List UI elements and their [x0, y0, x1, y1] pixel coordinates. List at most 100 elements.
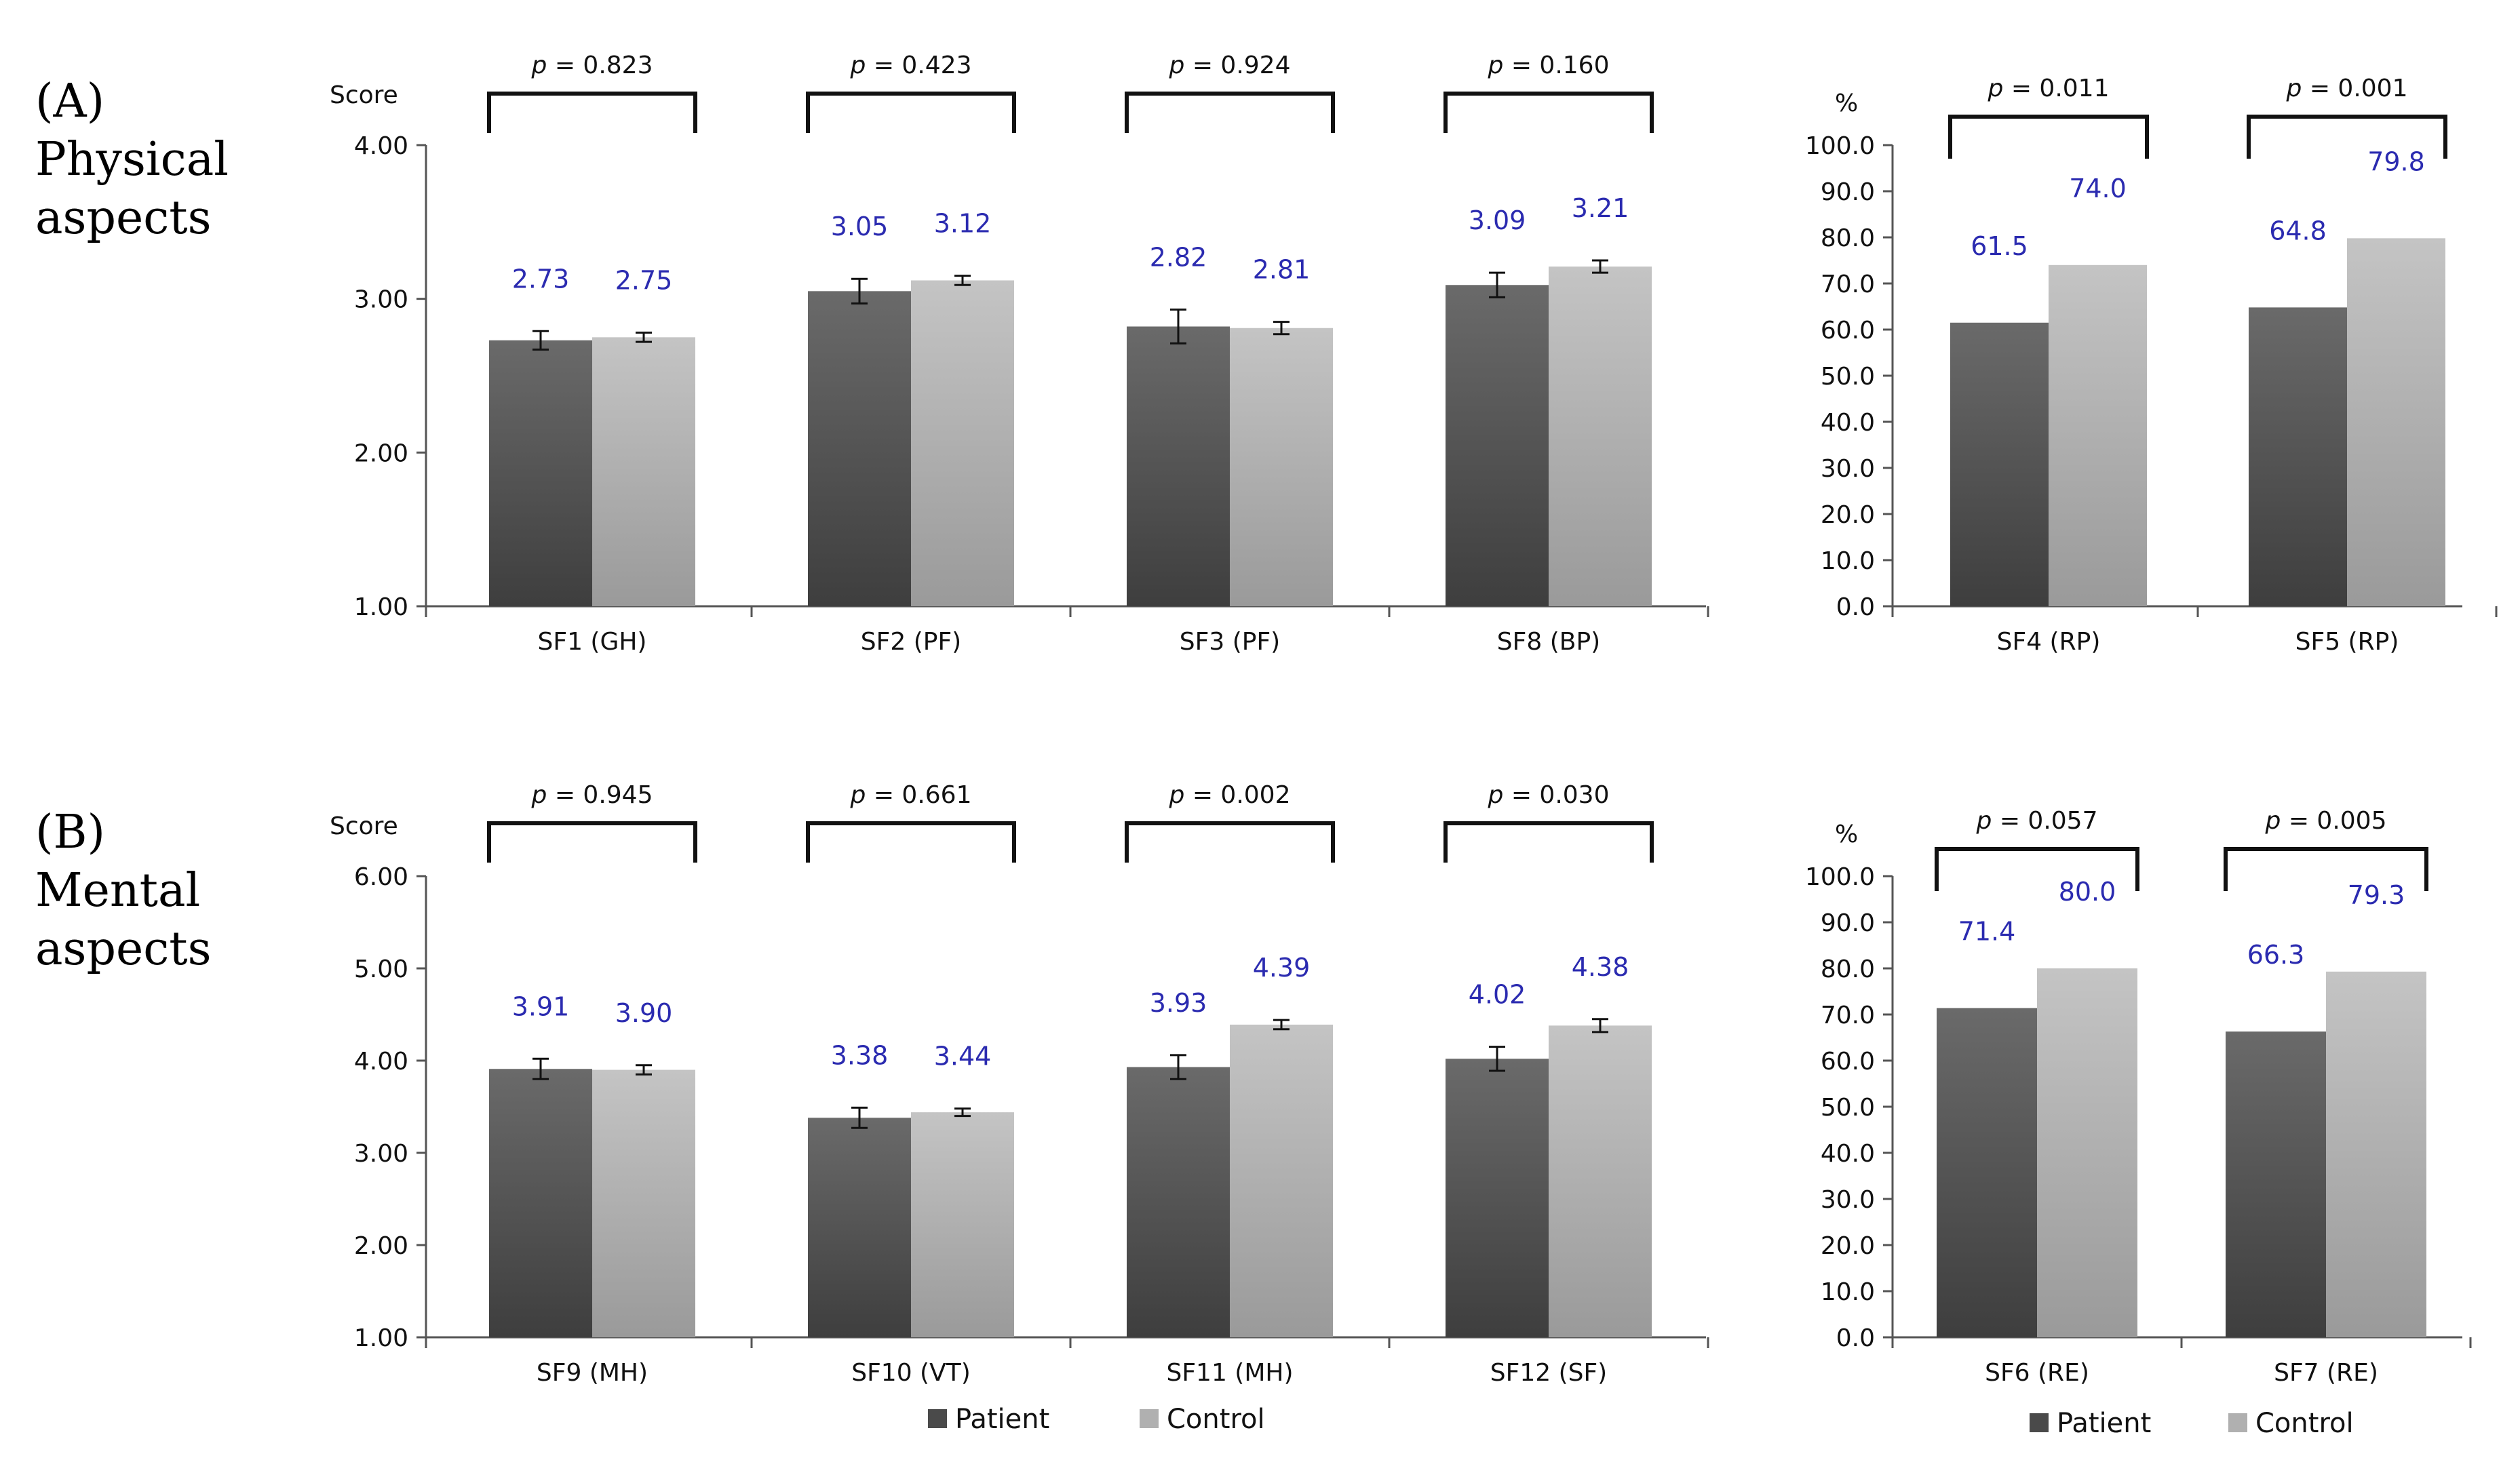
chart-b-pct-bar-control: [2326, 971, 2426, 1337]
chart-a-score-pvalue: p = 0.423: [850, 52, 972, 79]
chart-b-pct-category-label: SF6 (RE): [1985, 1359, 2089, 1387]
chart-a-score-pvalue-value: = 0.160: [1511, 52, 1610, 79]
chart-a-pct-ytick-label: 60.0: [1821, 317, 1875, 344]
chart-a-score-significance-bracket: [1443, 92, 1654, 133]
chart-b-pct-category-label: SF7 (RE): [2274, 1359, 2378, 1387]
chart-a-score-pvalue: p = 0.823: [531, 52, 653, 79]
chart-a-pct-category-label: SF4 (RP): [1997, 628, 2101, 656]
chart-b-score-data-label-patient: 3.38: [831, 1040, 889, 1070]
chart-a-score-significance-bracket: [806, 92, 1016, 133]
chart-a-pct-ytick-label: 70.0: [1821, 271, 1875, 298]
chart-a-score-data-label-patient: 2.73: [512, 264, 570, 294]
chart-a-score-significance-bracket: [487, 92, 697, 133]
chart-a-score-pvalue-value: = 0.924: [1193, 52, 1291, 79]
chart-a-pct-pvalue-value: = 0.001: [2310, 75, 2408, 102]
legend-left: Patient Control: [928, 1404, 1265, 1435]
chart-a-pct-data-label-patient: 64.8: [2269, 216, 2327, 245]
chart-a-pct-pvalue: p = 0.001: [2286, 75, 2408, 102]
chart-a-score-ytick-label: 4.00: [354, 132, 408, 160]
chart-a-score-ytick-label: 3.00: [354, 286, 408, 314]
chart-a-score-bar-patient: [808, 291, 911, 606]
chart-b-score-pvalue-value: = 0.002: [1193, 781, 1291, 809]
chart-a-pct-ytick-label: 10.0: [1821, 547, 1875, 575]
chart-a-score-data-label-control: 2.81: [1253, 255, 1311, 285]
legend-left-patient-label: Patient: [955, 1404, 1049, 1435]
chart-b-pct-ytick-label: 20.0: [1821, 1232, 1875, 1260]
chart-b-score-pvalue-symbol: p: [1488, 781, 1511, 809]
chart-a-score-pvalue-symbol: p: [1488, 52, 1511, 79]
charts-layer: Score 1.00 2.00 3.00 4.00 SF1 (GH) 2.73 2.75 p =…: [330, 52, 2498, 1387]
chart-a-pct-ytick-label: 30.0: [1821, 455, 1875, 483]
chart-b-pct-ytick-label: 90.0: [1821, 909, 1875, 937]
panel-a-letter: (A): [35, 75, 104, 128]
chart-b-score-bar-patient: [1127, 1067, 1230, 1337]
chart-a-pct-pvalue-symbol: p: [2286, 75, 2310, 102]
chart-b-score-pvalue-symbol: p: [1169, 781, 1193, 809]
chart-a-pct-ytick-label: 0.0: [1836, 593, 1875, 621]
chart-a-score-category-label: SF1 (GH): [538, 628, 647, 656]
panel-b-line1: Mental: [35, 864, 200, 918]
chart-b-score-data-label-control: 3.44: [934, 1042, 992, 1071]
chart-b-score-data-label-control: 4.39: [1253, 953, 1311, 983]
chart-b-pct-ytick-label: 40.0: [1821, 1140, 1875, 1168]
chart-b-score-bar-patient: [489, 1069, 592, 1337]
panel-b-letter: (B): [35, 806, 105, 859]
chart-b-pct-bar-patient: [1937, 1008, 2037, 1337]
legend-right-patient-swatch: [2030, 1413, 2049, 1432]
chart-a-score-data-label-control: 2.75: [615, 266, 673, 296]
chart-b-score-category-label: SF11 (MH): [1166, 1359, 1293, 1387]
chart-b-pct-significance-bracket: [1935, 847, 2139, 891]
chart-b-pct-pvalue-value: = 0.057: [2000, 807, 2098, 835]
chart-b-score-ytick-label: 1.00: [354, 1324, 408, 1352]
chart-a-score-bar-control: [592, 337, 695, 606]
chart-b-score-significance-bracket: [806, 821, 1016, 863]
chart-b-score-pvalue: p = 0.030: [1488, 781, 1610, 809]
chart-a-pct-significance-bracket: [1948, 115, 2149, 159]
chart-b-score-category-label: SF9 (MH): [537, 1359, 648, 1387]
chart-b-pct-data-label-control: 79.3: [2348, 880, 2405, 910]
chart-b-pct-ytick-label: 70.0: [1821, 1002, 1875, 1029]
chart-b-score-pvalue: p = 0.661: [850, 781, 972, 809]
chart-a-score-bar-control: [911, 280, 1014, 606]
chart-a-score-pvalue-symbol: p: [1169, 52, 1193, 79]
chart-b-score-data-label-control: 4.38: [1572, 952, 1629, 982]
chart-a-score-pvalue-value: = 0.823: [555, 52, 653, 79]
chart-b-pct-ytick-label: 0.0: [1836, 1324, 1875, 1352]
chart-b-score-pvalue-symbol: p: [850, 781, 874, 809]
chart-a-pct-ytick-label: 50.0: [1821, 363, 1875, 391]
chart-b-score-significance-bracket: [487, 821, 697, 863]
chart-a-pct-ytick-label: 100.0: [1805, 132, 1875, 160]
chart-b-score-bar-patient: [1446, 1059, 1549, 1337]
chart-a-pct-bar-patient: [2249, 307, 2347, 606]
chart-b-score-data-label-control: 3.90: [615, 998, 673, 1028]
chart-b-score-ytick-label: 4.00: [354, 1048, 408, 1076]
chart-b-score-ytick-label: 6.00: [354, 863, 408, 891]
chart-a-score-bar-control: [1230, 328, 1333, 606]
chart-b-pct-ylabel: %: [1835, 821, 1858, 848]
chart-b-pct-ytick-label: 10.0: [1821, 1278, 1875, 1306]
chart-b-score-data-label-patient: 3.91: [512, 991, 570, 1021]
chart-a-score-pvalue-symbol: p: [850, 52, 874, 79]
legend-left-control-swatch: [1140, 1409, 1159, 1428]
chart-a-score-data-label-patient: 3.09: [1469, 205, 1526, 235]
chart-a-score-bar-control: [1549, 267, 1652, 606]
chart-a-pct-bar-patient: [1950, 322, 2049, 606]
panel-b-line2: aspects: [35, 922, 212, 976]
chart-a-pct-ytick-label: 90.0: [1821, 178, 1875, 206]
chart-b-score-ytick-label: 3.00: [354, 1140, 408, 1168]
chart-a-pct-category-label: SF5 (RP): [2295, 628, 2399, 656]
chart-a-score-ytick-label: 2.00: [354, 439, 408, 467]
chart-a-pct-ylabel: %: [1835, 90, 1858, 117]
chart-b-score-significance-bracket: [1125, 821, 1335, 863]
chart-a-pct-significance-bracket: [2247, 115, 2447, 159]
chart-a-pct-bar-control: [2049, 264, 2147, 606]
chart-b-score-data-label-patient: 4.02: [1469, 980, 1526, 1010]
chart-b-score-category-label: SF12 (SF): [1490, 1359, 1607, 1387]
chart-b-pct-data-label-patient: 71.4: [1958, 916, 2016, 946]
chart-b-pct-ytick-label: 100.0: [1805, 863, 1875, 891]
chart-a-score-bar-patient: [489, 340, 592, 606]
chart-b-score-pvalue-value: = 0.945: [555, 781, 653, 809]
chart-a-pct-ytick-label: 40.0: [1821, 409, 1875, 437]
chart-b-pct-significance-bracket: [2224, 847, 2428, 891]
chart-b-score-significance-bracket: [1443, 821, 1654, 863]
